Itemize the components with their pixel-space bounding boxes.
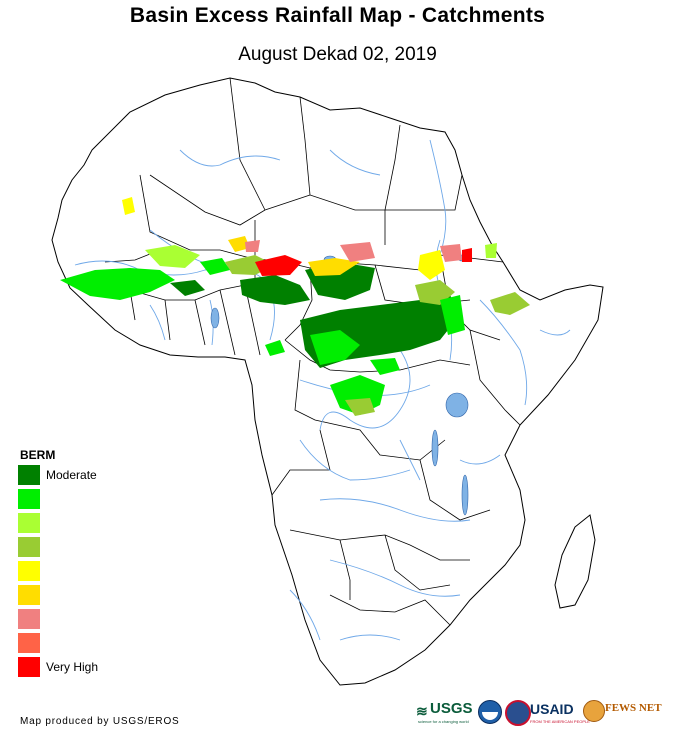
fewsnet-globe-icon	[583, 700, 605, 722]
legend-swatch-7	[18, 609, 40, 629]
fewsnet-logo: FEWS NET	[603, 702, 662, 722]
lake-malawi	[461, 474, 469, 516]
lake-tanganyika	[431, 429, 439, 467]
legend-swatch-6	[18, 585, 40, 605]
usaid-tagline: FROM THE AMERICAN PEOPLE	[530, 719, 590, 724]
map-credit: Map produced by USGS/EROS	[20, 716, 180, 727]
legend-swatch-2	[18, 489, 40, 509]
usaid-logo-text: USAID	[530, 701, 574, 717]
legend-swatch-8	[18, 633, 40, 653]
legend-swatch-9	[18, 657, 40, 677]
noaa-logo-icon	[478, 700, 502, 724]
legend-swatch-3	[18, 513, 40, 533]
legend-label-9: Very High	[46, 660, 99, 674]
legend-swatch-1	[18, 465, 40, 485]
map-title: Basin Excess Rainfall Map - Catchments	[129, 4, 546, 27]
usgs-logo: ≋ USGS science for a changing world	[416, 700, 478, 728]
fewsnet-logo-text: FEWS NET	[605, 702, 662, 714]
madagascar-outline	[554, 514, 596, 609]
map-subtitle: August Dekad 02, 2019	[238, 44, 437, 65]
patch-green-band-west	[60, 268, 175, 300]
africa-coastline	[51, 77, 604, 686]
legend-title: BERM	[20, 448, 56, 462]
usaid-seal-icon	[505, 700, 531, 726]
patch-green-congo	[310, 330, 360, 365]
legend-swatch-5	[18, 561, 40, 581]
usgs-wave-icon: ≋	[416, 703, 428, 719]
lakes	[210, 254, 469, 516]
lake-volta	[210, 307, 220, 329]
usgs-logo-text: USGS	[430, 700, 473, 717]
berm-patches	[60, 197, 530, 416]
lake-victoria	[445, 392, 469, 418]
usgs-tagline: science for a changing world	[418, 719, 469, 724]
legend-swatches	[18, 465, 40, 677]
legend-label-1: Moderate	[46, 468, 97, 482]
legend-swatch-4	[18, 537, 40, 557]
usaid-logo: USAID FROM THE AMERICAN PEOPLE	[528, 700, 590, 728]
